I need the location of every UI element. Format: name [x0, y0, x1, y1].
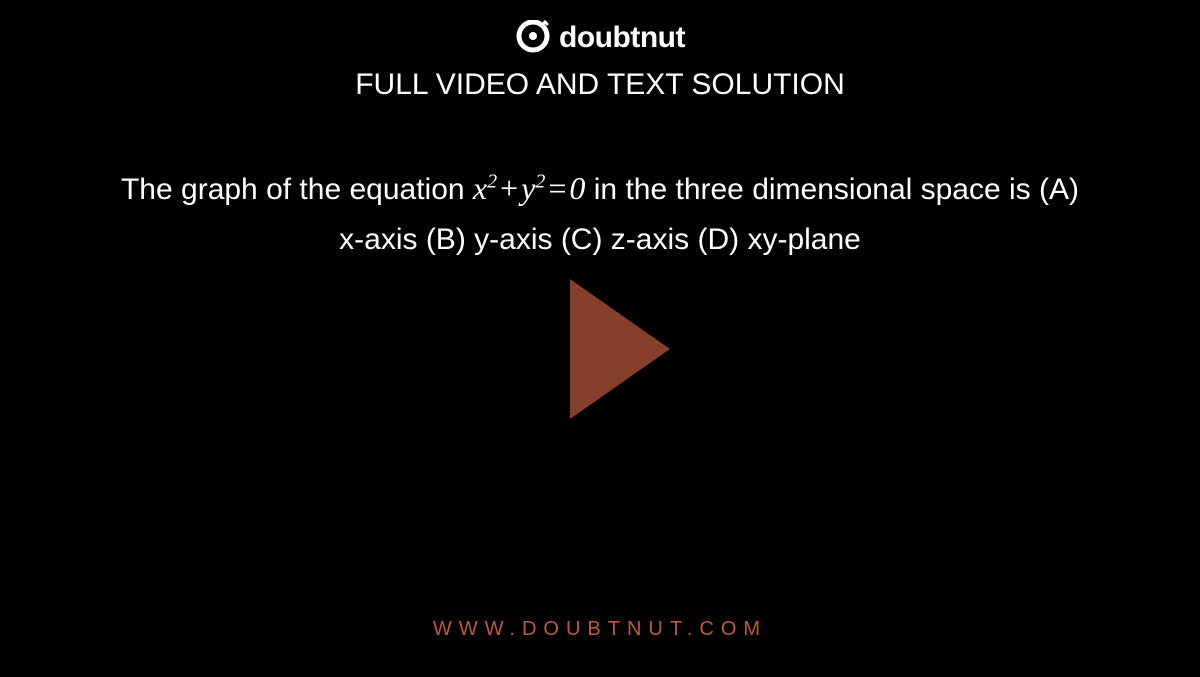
play-button-icon[interactable] [570, 279, 670, 419]
brand-name: doubtnut [559, 21, 685, 55]
question-content: The graph of the equation x2+y2=0 in the… [120, 162, 1080, 264]
subtitle-text: FULL VIDEO AND TEXT SOLUTION [355, 68, 845, 102]
question-part1: The graph of the equation [121, 173, 473, 206]
footer-website-url: WWW.DOUBTNUT.COM [433, 618, 767, 641]
doubtnut-logo-icon [515, 20, 551, 56]
brand-logo: doubtnut [515, 20, 685, 56]
math-equation: x2+y2=0 [473, 170, 586, 206]
